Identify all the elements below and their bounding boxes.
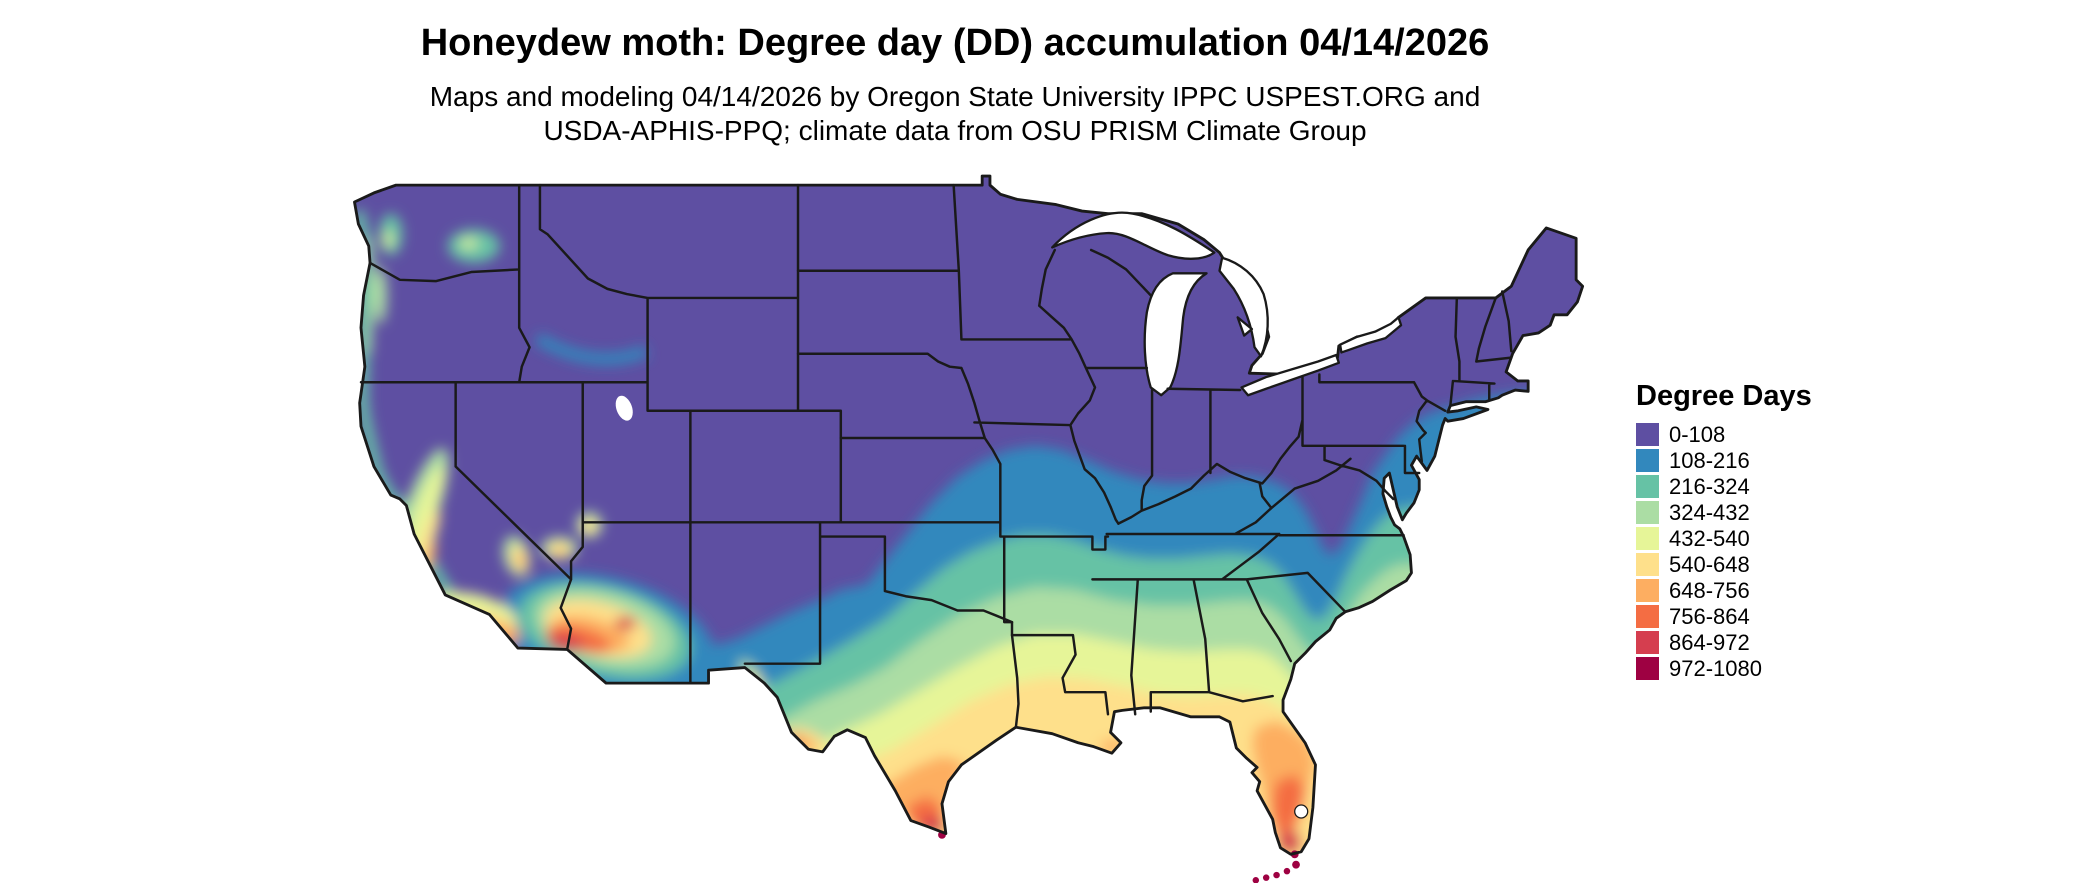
legend-label: 324-432 <box>1669 499 1750 525</box>
legend-label: 864-972 <box>1669 629 1750 655</box>
legend-item: 216-324 <box>1636 473 1812 499</box>
legend-label: 648-756 <box>1669 577 1750 603</box>
legend-label: 972-1080 <box>1669 655 1762 681</box>
lake-ontario <box>1338 316 1403 354</box>
legend: Degree Days 0-108 108-216 216-324 324-432 43… <box>1636 380 1812 683</box>
legend-label: 0-108 <box>1669 421 1726 447</box>
lake-huron <box>1218 256 1269 358</box>
legend-swatch <box>1636 605 1659 628</box>
legend-swatch <box>1636 475 1659 498</box>
lake-superior <box>1051 211 1216 260</box>
legend-swatch <box>1636 501 1659 524</box>
legend-item: 972-1080 <box>1636 655 1812 681</box>
subtitle-line-1: Maps and modeling 04/14/2026 by Oregon S… <box>429 81 1481 112</box>
legend-swatch <box>1636 553 1659 576</box>
legend-swatch <box>1636 449 1659 472</box>
legend-item: 432-540 <box>1636 525 1812 551</box>
great-lakes <box>1051 211 1403 397</box>
legend-label: 756-864 <box>1669 603 1750 629</box>
lake-michigan <box>1143 272 1208 397</box>
legend-item: 540-648 <box>1636 551 1812 577</box>
florida-keys-dots <box>938 830 1300 884</box>
legend-label: 216-324 <box>1669 473 1750 499</box>
legend-items: 0-108 108-216 216-324 324-432 432-540 540-648… <box>1636 421 1812 681</box>
legend-swatch <box>1636 657 1659 680</box>
legend-item: 108-216 <box>1636 447 1812 473</box>
legend-title: Degree Days <box>1636 380 1812 412</box>
legend-label: 432-540 <box>1669 525 1750 551</box>
legend-swatch <box>1636 423 1659 446</box>
legend-swatch <box>1636 527 1659 550</box>
legend-swatch <box>1636 579 1659 602</box>
degree-day-color-field <box>354 176 1583 855</box>
map-title: Honeydew moth: Degree day (DD) accumulat… <box>420 22 1490 64</box>
lake-okeechobee <box>1294 804 1309 819</box>
legend-item: 0-108 <box>1636 421 1812 447</box>
legend-item: 324-432 <box>1636 499 1812 525</box>
state-borders <box>359 183 1513 729</box>
legend-label: 540-648 <box>1669 551 1750 577</box>
legend-swatch <box>1636 631 1659 654</box>
legend-label: 108-216 <box>1669 447 1750 473</box>
lake-erie <box>1240 353 1340 397</box>
legend-item: 648-756 <box>1636 577 1812 603</box>
page-title: Honeydew moth: Degree day (DD) accumulat… <box>0 22 1910 65</box>
legend-item: 756-864 <box>1636 603 1812 629</box>
saginaw-bay <box>1236 316 1254 337</box>
map-svg <box>353 174 1585 884</box>
map-subtitle: Maps and modeling 04/14/2026 by Oregon S… <box>0 80 1910 148</box>
legend-item: 864-972 <box>1636 629 1812 655</box>
us-degree-day-map <box>348 172 1593 884</box>
great-salt-lake <box>615 395 633 421</box>
subtitle-line-2: USDA-APHIS-PPQ; climate data from OSU PR… <box>543 115 1367 146</box>
